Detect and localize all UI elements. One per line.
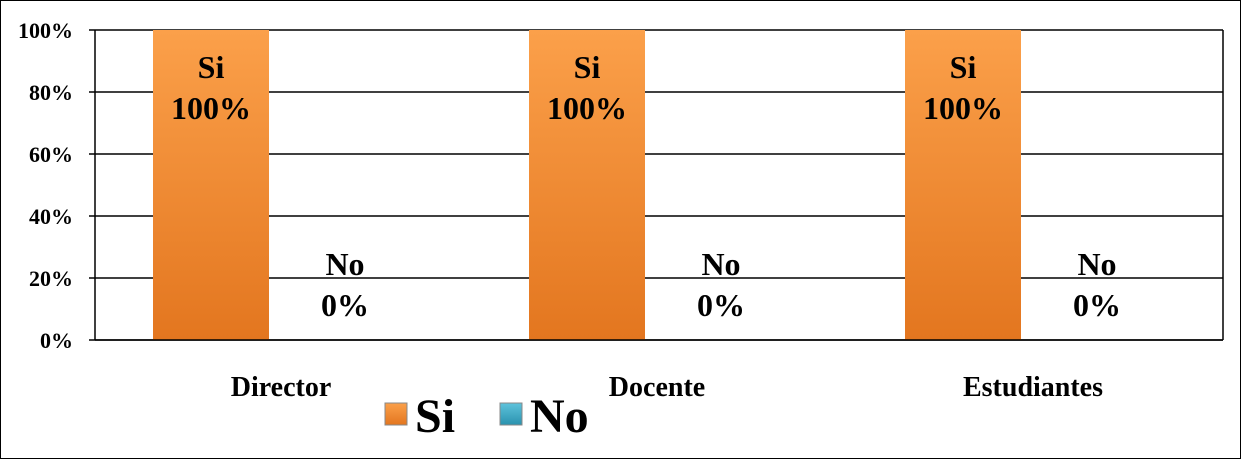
data-label-value: 0% — [321, 287, 369, 323]
y-tick-label: 80% — [29, 80, 73, 105]
x-category-label: Docente — [609, 372, 705, 403]
x-category-label: Estudiantes — [963, 372, 1103, 403]
data-label-series: No — [325, 246, 364, 282]
y-tick-label: 60% — [29, 142, 73, 167]
bar-si-estudiantes — [905, 30, 1021, 340]
data-label-value: 100% — [171, 90, 251, 126]
y-tick-label: 0% — [40, 328, 73, 353]
legend-swatch-no — [499, 402, 523, 426]
legend-label-si: Si — [415, 390, 455, 443]
legend-label-no: No — [530, 390, 589, 443]
y-tick-label: 40% — [29, 204, 73, 229]
data-label-series: No — [701, 246, 740, 282]
x-category-label: Director — [231, 372, 332, 403]
data-label-series: No — [1077, 246, 1116, 282]
legend-swatch-si — [384, 402, 408, 426]
y-tick-label: 20% — [29, 266, 73, 291]
data-label-value: 100% — [547, 90, 627, 126]
data-label-value: 0% — [697, 287, 745, 323]
data-label-series: Si — [574, 49, 601, 85]
data-label-series: Si — [950, 49, 977, 85]
y-tick-label: 100% — [18, 18, 73, 43]
bar-si-docente — [529, 30, 645, 340]
data-label-series: Si — [198, 49, 225, 85]
bar-si-director — [153, 30, 269, 340]
data-label-value: 100% — [923, 90, 1003, 126]
data-label-value: 0% — [1073, 287, 1121, 323]
